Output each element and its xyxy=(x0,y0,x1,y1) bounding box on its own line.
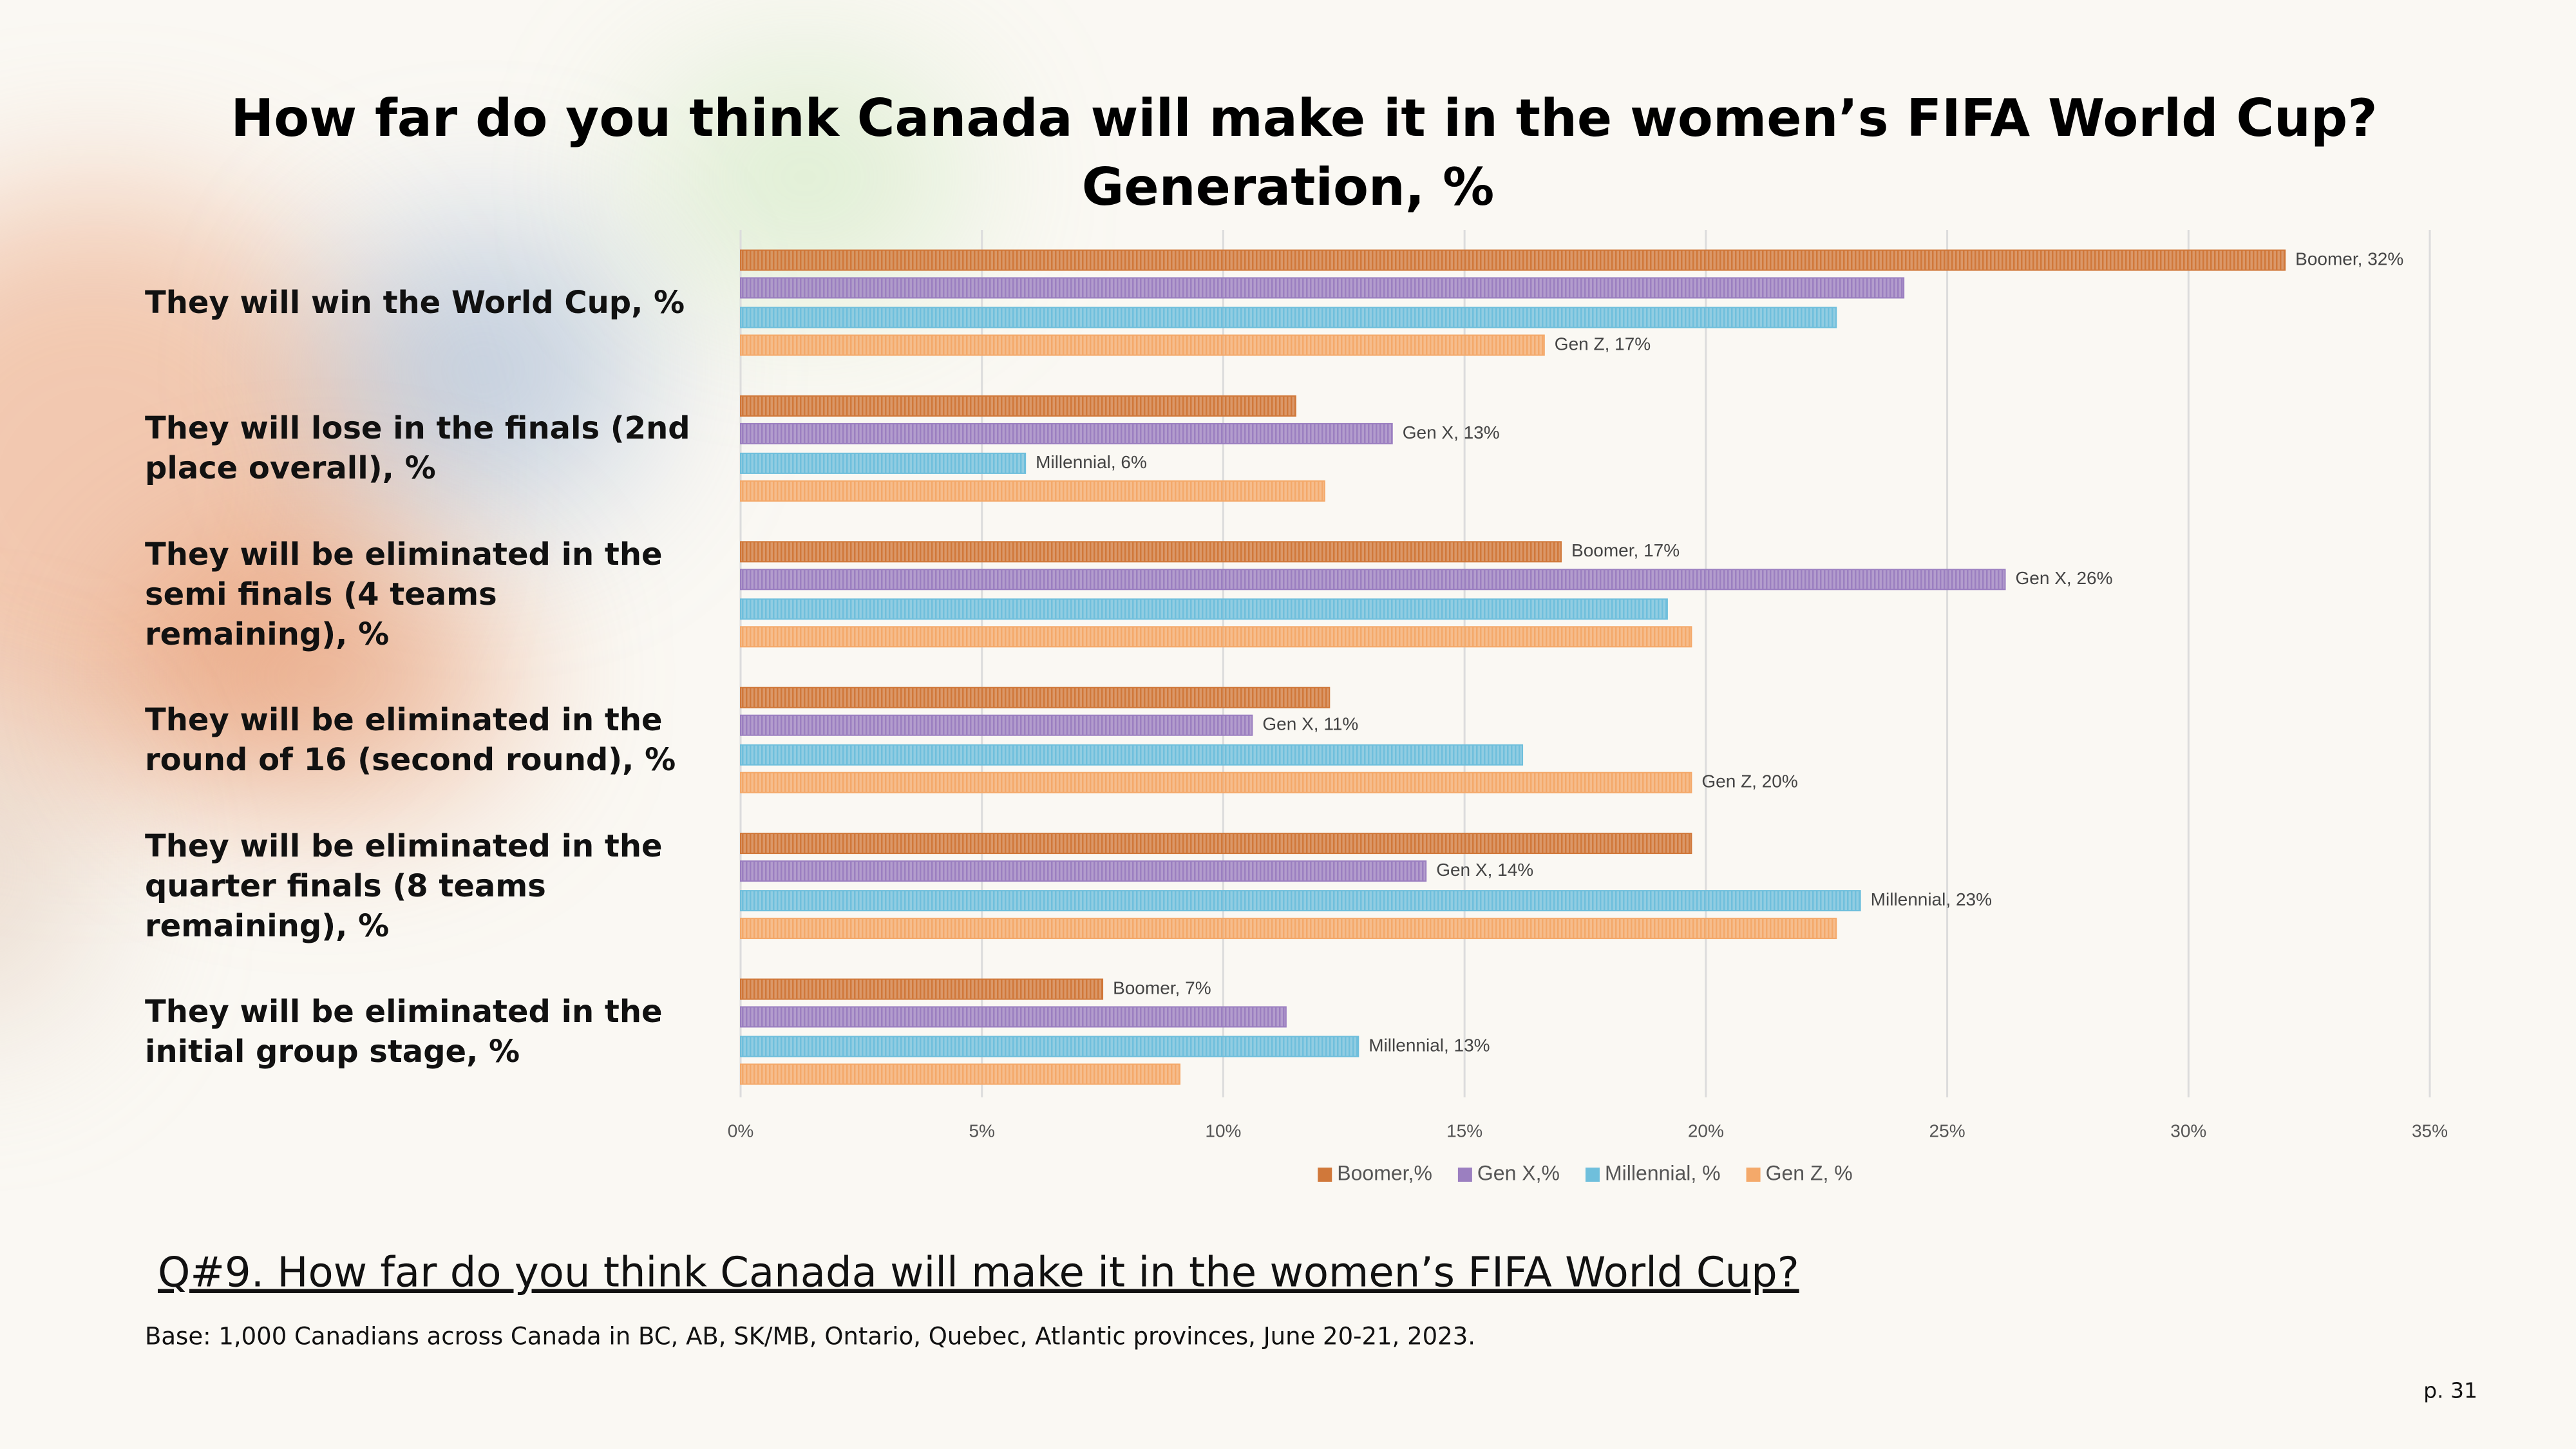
bar xyxy=(740,978,1104,1000)
x-tick-label: 25% xyxy=(1929,1121,1965,1141)
bar xyxy=(740,1006,1287,1028)
legend-label: Boomer,% xyxy=(1337,1161,1432,1184)
data-label: Gen X, 14% xyxy=(1436,860,1533,880)
legend-label: Gen Z, % xyxy=(1766,1161,1853,1184)
bar xyxy=(740,480,1325,502)
x-tick-label: 10% xyxy=(1205,1121,1241,1141)
data-label: Gen X, 26% xyxy=(2016,568,2113,588)
category-label: They will be eliminated in the quarter f… xyxy=(145,828,663,944)
data-label: Millennial, 23% xyxy=(1871,889,1992,909)
legend-swatch xyxy=(1457,1168,1472,1182)
bar xyxy=(740,860,1427,882)
legend: Boomer,% Gen X,% Millennial, % Gen Z, % xyxy=(1318,1161,1853,1184)
base-note: Base: 1,000 Canadians across Canada in B… xyxy=(145,1323,1475,1350)
legend-label: Millennial, % xyxy=(1605,1161,1721,1184)
bar xyxy=(740,1063,1180,1085)
category-label: They will be eliminated in the semi fina… xyxy=(145,536,663,652)
bar xyxy=(740,395,1296,417)
bar xyxy=(740,918,1837,940)
page-number: p. 31 xyxy=(2423,1378,2477,1403)
bar xyxy=(740,307,1837,328)
bar xyxy=(740,249,2286,271)
data-label: Boomer, 32% xyxy=(2295,249,2403,269)
data-label: Millennial, 13% xyxy=(1368,1035,1490,1055)
bar xyxy=(740,452,1027,474)
data-label: Gen Z, 17% xyxy=(1555,334,1651,354)
background-blob xyxy=(322,225,644,515)
chart-subtitle: Generation, % xyxy=(1082,157,1495,217)
bar xyxy=(740,422,1393,444)
bar xyxy=(740,1036,1359,1057)
question: Q#9. How far do you think Canada will ma… xyxy=(158,1249,1799,1297)
data-label: Gen X, 11% xyxy=(1262,714,1358,734)
bar xyxy=(740,541,1562,563)
bar xyxy=(740,714,1253,736)
category-label: They will be eliminated in the initial g… xyxy=(145,994,663,1070)
x-tick-label: 30% xyxy=(2170,1121,2206,1141)
bar xyxy=(740,772,1692,793)
data-label: Millennial, 6% xyxy=(1036,452,1147,472)
background-blob xyxy=(129,547,515,805)
bar xyxy=(740,334,1545,356)
x-tick-label: 0% xyxy=(728,1121,753,1141)
data-label: Boomer, 7% xyxy=(1113,978,1211,998)
bar xyxy=(740,569,2006,591)
legend-swatch xyxy=(1585,1168,1600,1182)
bar xyxy=(740,598,1668,620)
bar xyxy=(740,277,1905,299)
x-tick-label: 20% xyxy=(1688,1121,1724,1141)
legend-swatch xyxy=(1318,1168,1332,1182)
legend-swatch xyxy=(1746,1168,1761,1182)
category-label: They will lose in the finals (2nd place … xyxy=(145,410,690,487)
data-label: Gen X, 13% xyxy=(1403,422,1500,442)
x-tick-label: 15% xyxy=(1446,1121,1482,1141)
data-label: Boomer, 17% xyxy=(1571,540,1680,560)
bar xyxy=(740,890,1861,912)
chart-title: How far do you think Canada will make it… xyxy=(231,88,2377,148)
bar xyxy=(740,744,1524,766)
legend-label: Gen X,% xyxy=(1477,1161,1560,1184)
bar xyxy=(740,626,1692,648)
x-tick-label: 5% xyxy=(969,1121,994,1141)
category-label: They will be eliminated in the round of … xyxy=(145,702,676,779)
category-label: They will win the World Cup, % xyxy=(145,285,685,321)
x-tick-label: 35% xyxy=(2412,1121,2448,1141)
bar xyxy=(740,833,1692,855)
bar xyxy=(740,687,1331,708)
data-label: Gen Z, 20% xyxy=(1701,772,1797,791)
